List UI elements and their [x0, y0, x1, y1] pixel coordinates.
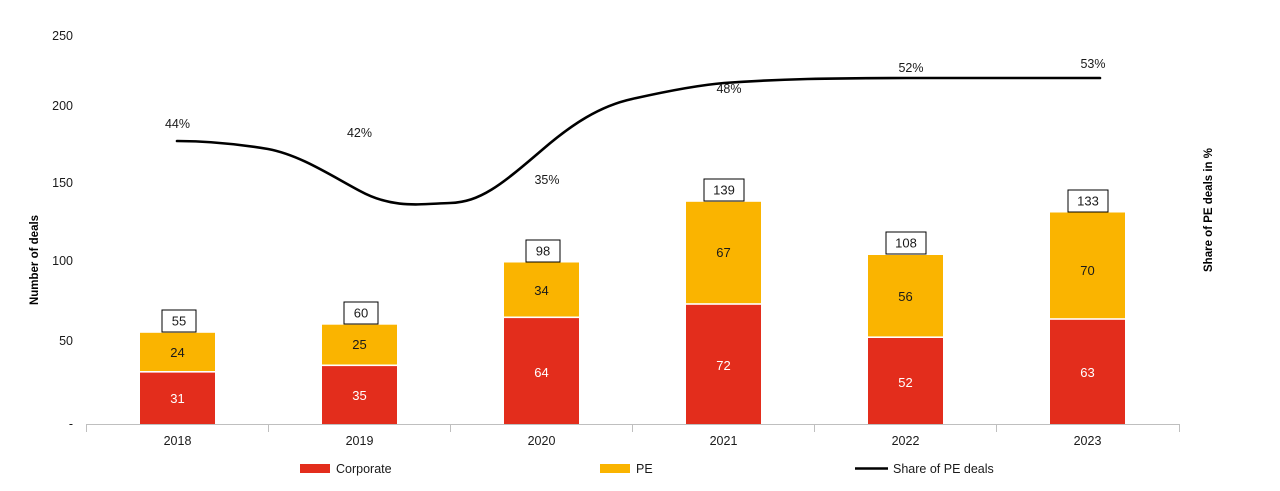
bar-group-2019[interactable]: 35 25 60 2019: [322, 301, 397, 448]
bar-value-corporate: 52: [898, 375, 912, 390]
total-box: [885, 231, 927, 255]
legend-label-pe: PE: [636, 462, 653, 476]
x-category-label: 2020: [528, 434, 556, 448]
bar-segment-pe[interactable]: [868, 255, 943, 337]
bar-segment-pe[interactable]: [504, 262, 579, 317]
line-label-2021: 48%: [716, 82, 741, 96]
total-box: [1067, 189, 1109, 213]
y-axis-left-title-text: Number of deals: [29, 215, 41, 305]
legend-item-corporate[interactable]: Corporate: [300, 462, 392, 476]
legend-label-share-of-pe-deals: Share of PE deals: [893, 462, 994, 476]
bar-value-pe: 56: [898, 289, 912, 304]
bar-segment-corporate[interactable]: [868, 338, 943, 424]
bar-segment-corporate[interactable]: [504, 318, 579, 424]
legend-swatch-pe: [600, 464, 630, 473]
bar-total: 98: [536, 244, 550, 259]
legend-item-pe[interactable]: PE: [600, 462, 653, 476]
x-category-label: 2018: [164, 434, 192, 448]
bar-segment-corporate[interactable]: [322, 366, 397, 424]
bar-segment-corporate[interactable]: [1050, 319, 1125, 424]
bar-value-corporate: 64: [534, 365, 548, 380]
line-label-2023: 53%: [1080, 57, 1105, 71]
total-box: [525, 239, 561, 263]
bar-value-pe: 34: [534, 283, 548, 298]
line-share-of-pe-deals[interactable]: [175, 76, 1102, 206]
y-axis-right-title-text: Share of PE deals in %: [1203, 148, 1215, 272]
bar-segment-pe[interactable]: [140, 332, 215, 371]
bar-value-pe: 67: [716, 245, 730, 260]
bar-segment-pe[interactable]: [1050, 212, 1125, 319]
bar-value-corporate: 63: [1080, 365, 1094, 380]
y-tick-250: 250: [52, 29, 73, 43]
total-box: [161, 309, 197, 333]
bar-group-2018[interactable]: 31 24 55 2018: [140, 309, 215, 448]
bar-segment-corporate[interactable]: [140, 372, 215, 424]
bar-value-corporate: 35: [352, 388, 366, 403]
bar-value-pe: 70: [1080, 263, 1094, 278]
total-box: [703, 178, 745, 202]
y-tick-0: -: [69, 417, 73, 431]
bar-segment-pe[interactable]: [322, 324, 397, 365]
bar-segment-pe[interactable]: [686, 201, 761, 304]
legend-label-corporate: Corporate: [336, 462, 392, 476]
line-data-labels: 44% 42% 35% 48% 52% 53%: [165, 57, 1106, 187]
y-axis-ticks: 250 200 150 100 50 -: [52, 29, 73, 431]
y-tick-50: 50: [59, 334, 73, 348]
line-label-2020: 35%: [534, 173, 559, 187]
bar-total: 55: [172, 314, 186, 329]
bar-total: 139: [713, 183, 735, 198]
bar-value-pe: 24: [170, 345, 184, 360]
bar-group-2021[interactable]: 72 67 139 2021: [686, 178, 761, 448]
line-label-2019: 42%: [347, 126, 372, 140]
bar-segment-corporate[interactable]: [686, 304, 761, 424]
y-tick-200: 200: [52, 99, 73, 113]
x-category-label: 2022: [892, 434, 920, 448]
legend-swatch-corporate: [300, 464, 330, 473]
bar-value-pe: 25: [352, 337, 366, 352]
y-tick-150: 150: [52, 176, 73, 190]
bar-value-corporate: 31: [170, 391, 184, 406]
bar-value-corporate: 72: [716, 358, 730, 373]
x-category-label: 2023: [1074, 434, 1102, 448]
line-label-2022: 52%: [898, 61, 923, 75]
x-category-label: 2021: [710, 434, 738, 448]
bar-group-2022[interactable]: 52 56 108 2022: [868, 231, 943, 448]
bar-total: 60: [354, 306, 368, 321]
y-axis-right-title: Share of PE deals in %: [1203, 148, 1215, 272]
bar-group-2023[interactable]: 63 70 133 2023: [1050, 189, 1125, 448]
legend: Corporate PE Share of PE deals: [300, 462, 994, 476]
legend-item-share-of-pe-deals[interactable]: Share of PE deals: [855, 462, 994, 476]
total-box: [343, 301, 379, 325]
x-category-label: 2019: [346, 434, 374, 448]
bar-total: 133: [1077, 194, 1099, 209]
y-axis-left-title: Number of deals: [29, 215, 41, 305]
y-tick-100: 100: [52, 254, 73, 268]
line-label-2018: 44%: [165, 117, 190, 131]
bar-group-2020[interactable]: 64 34 98 2020: [504, 239, 579, 448]
bar-total: 108: [895, 236, 917, 251]
